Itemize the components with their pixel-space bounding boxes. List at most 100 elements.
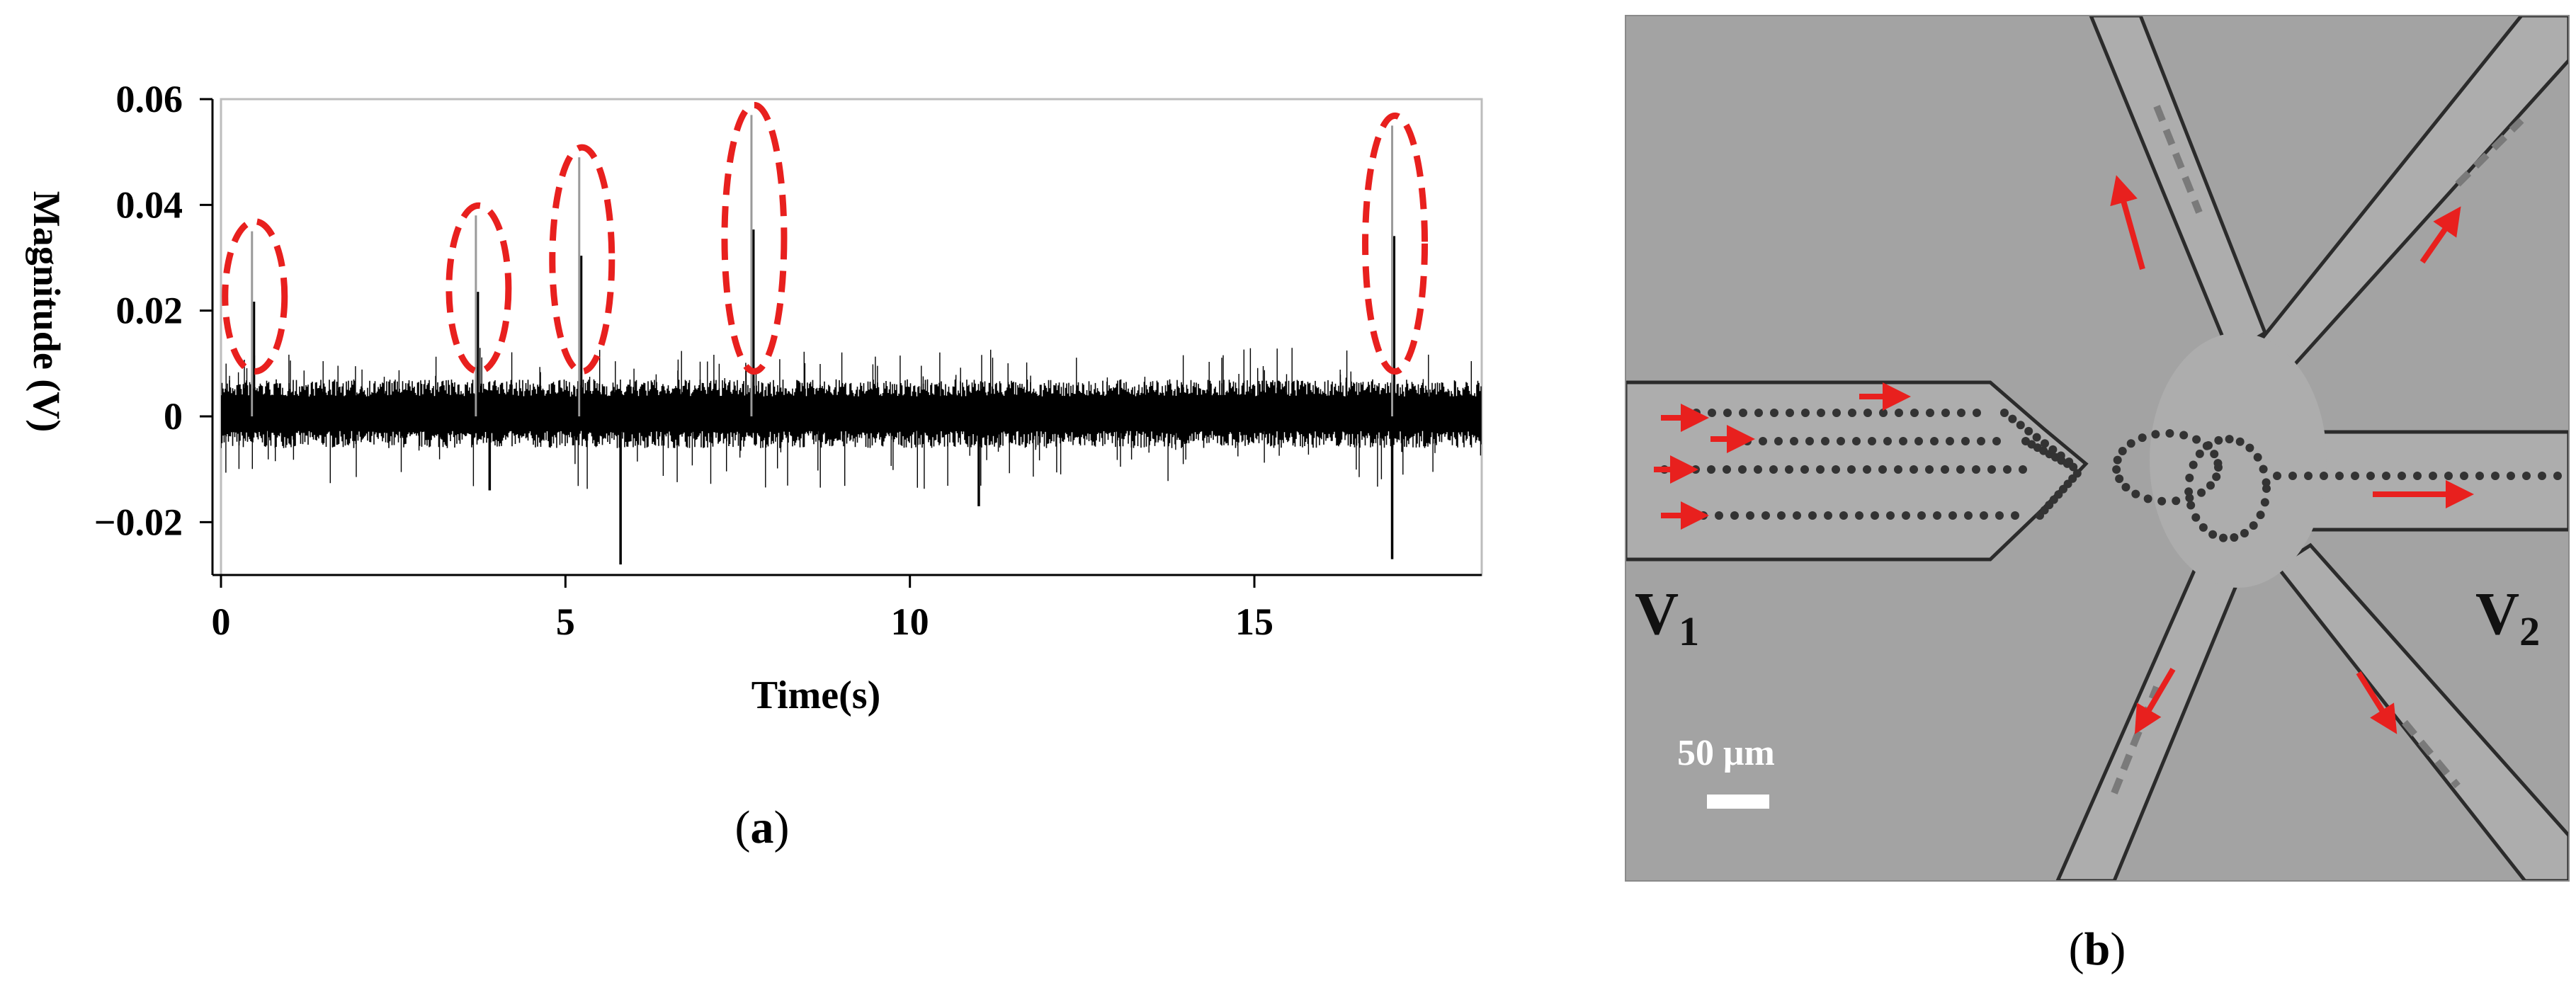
particle bbox=[2189, 460, 2198, 469]
panel-b-caption-open: ( bbox=[2069, 923, 2084, 975]
v2-main: V bbox=[2475, 579, 2519, 647]
particle bbox=[2245, 443, 2254, 452]
v1-main: V bbox=[1635, 579, 1679, 647]
particle bbox=[2219, 533, 2228, 542]
particle bbox=[1933, 511, 1941, 520]
particle bbox=[2112, 465, 2121, 474]
particle bbox=[1774, 437, 1783, 445]
particle bbox=[2138, 433, 2147, 443]
particle bbox=[1777, 511, 1786, 520]
x-tick-label: 0 bbox=[212, 600, 231, 643]
particle bbox=[1879, 409, 1888, 417]
y-tick-label: 0.02 bbox=[116, 290, 183, 332]
particle bbox=[1723, 409, 1732, 417]
particle bbox=[1941, 409, 1950, 417]
particle bbox=[1769, 465, 1778, 474]
particle bbox=[1790, 437, 1798, 445]
particle bbox=[2522, 472, 2531, 480]
particle bbox=[1899, 437, 1907, 445]
flow-arrow bbox=[2134, 667, 2176, 734]
particle bbox=[2126, 439, 2135, 448]
particle bbox=[1824, 511, 1832, 520]
particle bbox=[2165, 429, 2174, 438]
particle bbox=[1817, 409, 1825, 417]
particle bbox=[2235, 437, 2245, 446]
particle bbox=[2507, 472, 2515, 480]
particle bbox=[1863, 465, 1871, 474]
particle bbox=[1839, 511, 1848, 520]
panel-b-caption: (b) bbox=[2069, 923, 2126, 975]
particle bbox=[2198, 523, 2208, 532]
particle bbox=[2382, 472, 2390, 480]
particle bbox=[2249, 521, 2258, 530]
particle bbox=[1770, 409, 1778, 417]
particle bbox=[2191, 513, 2201, 522]
particle bbox=[2000, 409, 2009, 417]
v2-subscript: 2 bbox=[2519, 608, 2540, 654]
particle bbox=[2260, 498, 2269, 507]
particle bbox=[2538, 472, 2546, 480]
scale-bar-label: 50 μm bbox=[1677, 733, 1775, 773]
particle bbox=[1977, 437, 1985, 445]
particle bbox=[2351, 472, 2359, 480]
particle bbox=[1878, 465, 1887, 474]
particle bbox=[1930, 437, 1939, 445]
particle bbox=[1894, 465, 1902, 474]
particle bbox=[2041, 439, 2049, 448]
particle bbox=[1917, 511, 1926, 520]
panel-a: 0 5 10 15 −0.02 0 0.02 0.04 0.06 Time(s) Magnit… bbox=[25, 78, 1483, 853]
particle bbox=[1738, 465, 1747, 474]
particle bbox=[1821, 437, 1829, 445]
particle bbox=[1801, 409, 1810, 417]
particle bbox=[1946, 437, 1954, 445]
flow-arrow bbox=[2110, 175, 2145, 271]
particle bbox=[2230, 533, 2239, 542]
peak-highlight-ellipse bbox=[222, 218, 288, 375]
particle bbox=[1754, 409, 1763, 417]
x-axis-ticks: 0 5 10 15 bbox=[212, 575, 1273, 643]
particle bbox=[2184, 487, 2194, 496]
particle bbox=[2212, 472, 2221, 482]
particle bbox=[2172, 496, 2181, 506]
particle-streak bbox=[2111, 685, 2160, 795]
particle bbox=[2366, 472, 2375, 480]
particle bbox=[1972, 465, 1980, 474]
panel-a-caption-close: ) bbox=[774, 802, 790, 853]
micrograph-border bbox=[1625, 15, 2570, 882]
particle bbox=[1761, 511, 1770, 520]
particle bbox=[1837, 437, 1845, 445]
electrode-label-v1: V1 bbox=[1635, 579, 1699, 654]
particle bbox=[2256, 511, 2265, 520]
panel-a-caption-open: ( bbox=[735, 802, 751, 853]
particle bbox=[2225, 435, 2234, 444]
particle bbox=[1980, 511, 1988, 520]
signal-trace bbox=[221, 348, 1482, 489]
particle bbox=[2288, 472, 2297, 480]
y-axis-ticks: −0.02 0 0.02 0.04 0.06 bbox=[94, 78, 212, 543]
panel-b-caption-close: ) bbox=[2110, 923, 2126, 975]
particle bbox=[1956, 465, 1965, 474]
microchannel-micrograph bbox=[1625, 16, 2569, 881]
particle bbox=[2011, 511, 2019, 520]
particle bbox=[1995, 511, 2004, 520]
particle-streak bbox=[2153, 105, 2203, 214]
y-tick-label: 0 bbox=[164, 395, 183, 438]
particle bbox=[1961, 437, 1970, 445]
particle bbox=[1895, 409, 1903, 417]
particle bbox=[1902, 511, 1910, 520]
particle bbox=[2429, 472, 2437, 480]
particle bbox=[2460, 472, 2468, 480]
particle-streak bbox=[2455, 118, 2524, 187]
y-tick-label: −0.02 bbox=[94, 501, 183, 543]
particle bbox=[1941, 465, 1949, 474]
plot-frame bbox=[220, 98, 1483, 576]
particle bbox=[2197, 488, 2206, 497]
particle bbox=[1746, 511, 1754, 520]
particle bbox=[2214, 435, 2223, 445]
panel-b: V1 V2 50 μm (b) bbox=[1625, 15, 2570, 975]
particle bbox=[1871, 511, 1879, 520]
particle bbox=[2115, 474, 2124, 484]
particle bbox=[1910, 465, 1918, 474]
particle bbox=[1883, 437, 1892, 445]
x-axis-label: Time(s) bbox=[751, 673, 881, 717]
